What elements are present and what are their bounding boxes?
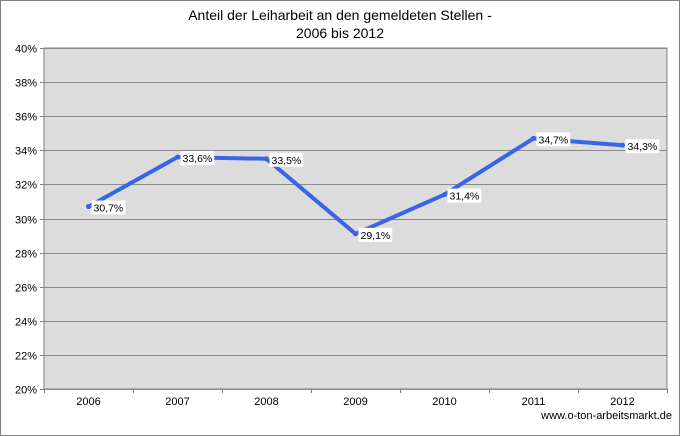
x-tick-label: 2010 bbox=[432, 396, 456, 408]
plot-area bbox=[43, 47, 668, 390]
data-point bbox=[531, 135, 536, 141]
chart-title-line-1: Anteil der Leiharbeit an den gemeldeten … bbox=[188, 7, 492, 23]
x-tick-label: 2012 bbox=[610, 396, 634, 408]
data-label-bg bbox=[447, 188, 482, 203]
data-label-bg bbox=[91, 200, 126, 215]
x-tick-label: 2008 bbox=[254, 396, 278, 408]
y-tick-label: 26% bbox=[15, 283, 37, 295]
y-tick-label: 32% bbox=[15, 180, 37, 192]
x-tick-label: 2009 bbox=[343, 396, 367, 408]
chart-title-line-2: 2006 bis 2012 bbox=[296, 25, 384, 41]
y-tick-label: 24% bbox=[15, 317, 37, 329]
y-tick-label: 38% bbox=[15, 78, 37, 90]
data-label-bg bbox=[358, 227, 393, 242]
data-point bbox=[442, 192, 447, 198]
data-point bbox=[264, 156, 269, 162]
data-label-bg bbox=[536, 132, 571, 147]
y-tick-label: 30% bbox=[15, 215, 37, 227]
data-point bbox=[620, 142, 625, 148]
data-label: 33,5% bbox=[272, 155, 302, 167]
data-label-bg bbox=[180, 151, 215, 166]
y-tick-label: 34% bbox=[15, 146, 37, 158]
data-label-bg bbox=[269, 152, 304, 167]
data-label: 34,7% bbox=[539, 134, 569, 146]
y-tick-label: 20% bbox=[15, 385, 37, 397]
data-label-bg bbox=[625, 139, 660, 154]
data-label: 29,1% bbox=[361, 230, 391, 242]
source-note: www.o-ton-arbeitsmarkt.de bbox=[541, 410, 672, 422]
y-tick-label: 28% bbox=[15, 249, 37, 261]
x-tick-label: 2006 bbox=[76, 396, 100, 408]
data-point bbox=[86, 204, 91, 210]
data-label: 33,6% bbox=[183, 153, 213, 165]
x-tick-label: 2007 bbox=[165, 396, 189, 408]
y-tick-label: 22% bbox=[15, 351, 37, 363]
data-label: 30,7% bbox=[94, 203, 124, 215]
data-point bbox=[353, 231, 358, 237]
data-label: 34,3% bbox=[628, 141, 658, 153]
chart-title: Anteil der Leiharbeit an den gemeldeten … bbox=[0, 6, 680, 42]
x-tick-label: 2011 bbox=[522, 396, 546, 408]
y-tick-label: 36% bbox=[15, 112, 37, 124]
data-label: 31,4% bbox=[450, 191, 480, 203]
y-tick-label: 40% bbox=[15, 44, 37, 56]
data-point bbox=[175, 154, 180, 160]
